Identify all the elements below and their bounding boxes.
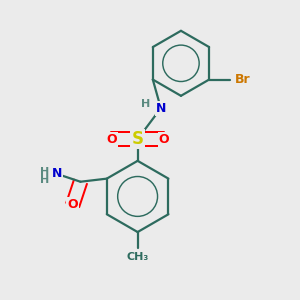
Text: O: O [159,133,169,146]
Text: H: H [40,175,49,185]
Text: CH₃: CH₃ [127,252,149,262]
Text: H: H [141,100,151,110]
Text: O: O [106,133,117,146]
Text: Br: Br [235,73,250,86]
Text: N: N [156,102,166,115]
Text: O: O [68,199,78,212]
Text: H: H [40,167,49,176]
Text: S: S [132,130,144,148]
Text: N: N [52,167,62,181]
